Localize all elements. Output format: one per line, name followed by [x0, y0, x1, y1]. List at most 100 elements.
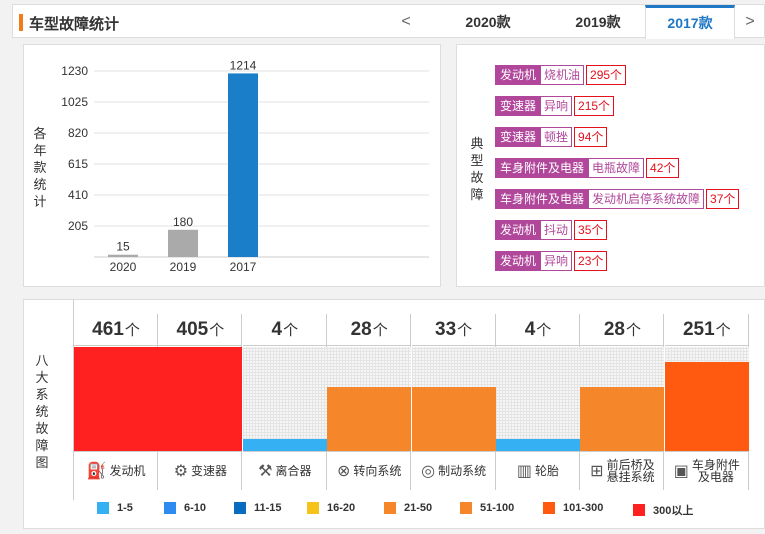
fault-system-tag: 车身附件及电器: [495, 158, 590, 178]
fault-system-tag: 变速器: [495, 96, 542, 116]
system-label-box: ▥ 轮胎: [496, 451, 580, 490]
fault-system-tag: 发动机: [495, 220, 542, 240]
system-bar-area: [158, 347, 243, 451]
system-count-unit: 个: [372, 322, 388, 339]
fault-item[interactable]: 发动机 烧机油 295个: [495, 65, 627, 85]
legend-item: 300以上: [633, 502, 693, 518]
fault-item[interactable]: 车身附件及电器 电瓶故障 42个: [495, 158, 680, 178]
system-label-box: ⊞ 前后桥及 悬挂系统: [580, 451, 665, 490]
x-tick-label: 2019: [170, 260, 197, 274]
system-count-box: 28个: [580, 314, 665, 346]
legend-label: 6-10: [184, 502, 207, 514]
system-count: 251: [682, 319, 715, 340]
legend-item: 101-300: [543, 502, 603, 514]
system-count: 28: [350, 319, 372, 340]
legend-item: 21-50: [384, 502, 432, 514]
system-column-5[interactable]: 4个 ▥ 轮胎: [496, 314, 580, 490]
fault-count: 35个: [574, 220, 608, 240]
system-count-unit: 个: [457, 322, 473, 339]
legend-swatch: [234, 502, 246, 514]
legend-label: 51-100: [480, 502, 515, 514]
system-name: 轮胎: [535, 464, 560, 478]
typical-faults-panel: 典型故障 发动机 烧机油 295个 变速器 异响 215个 变速器 顿挫 94个 车身附件及电器电…: [456, 44, 765, 287]
system-name: 发动机: [109, 464, 146, 478]
system-column-4[interactable]: 33个 ◎ 制动系统: [411, 314, 496, 490]
systems-grid: 461个 ⛽ 发动机 405个 ⚙ 变速器 4个 ⚒ 离合器 28个 ⊗ 转向系统 33个 ◎ 制动系统 4个…: [73, 300, 749, 500]
fault-item[interactable]: 发动机 异响 23个: [495, 251, 608, 271]
legend-label: 21-50: [404, 502, 433, 514]
system-count-unit: 个: [124, 322, 140, 339]
y-tick-label: 1025: [61, 95, 88, 109]
system-column-3[interactable]: 28个 ⊗ 转向系统: [327, 314, 412, 490]
system-column-0[interactable]: 461个 ⛽ 发动机: [74, 314, 158, 490]
system-bar: [327, 386, 412, 451]
brake-disc-icon: ◎: [421, 463, 436, 480]
fault-item[interactable]: 变速器 顿挫 94个: [495, 127, 608, 147]
system-count-box: 4个: [496, 314, 580, 346]
system-count-unit: 个: [283, 322, 299, 339]
system-name: 车身附件 及电器: [691, 458, 740, 484]
fault-count: 295个: [586, 65, 627, 85]
system-count-box: 28个: [327, 314, 412, 346]
system-count-box: 405个: [158, 314, 243, 346]
engine-icon: ⛽: [86, 463, 107, 480]
fault-item[interactable]: 车身附件及电器 发动机启停系统故障 37个: [495, 189, 740, 209]
system-column-2[interactable]: 4个 ⚒ 离合器: [242, 314, 327, 490]
system-bar-area: [496, 347, 580, 451]
tab-next-button[interactable]: >: [745, 13, 755, 30]
legend-label: 101-300: [563, 502, 604, 514]
system-column-1[interactable]: 405个 ⚙ 变速器: [158, 314, 243, 490]
system-count: 4: [524, 319, 536, 340]
steering-wheel-icon: ⊗: [336, 463, 351, 480]
year-chart-panel: 各年款统计 205 410 615 820 1025 1230 15 2020 180 2019 1…: [23, 44, 441, 287]
fault-count: 37个: [706, 189, 740, 209]
tab-2017[interactable]: 2017款: [645, 5, 735, 39]
system-count: 461: [92, 319, 124, 340]
bar-value-label: 180: [173, 215, 193, 229]
legend-swatch: [543, 502, 555, 514]
tab-prev-button[interactable]: <: [401, 13, 411, 30]
system-bar: [580, 386, 665, 451]
system-bar-area: [327, 347, 412, 451]
system-bar-area: [664, 347, 749, 451]
system-bar: [496, 438, 580, 451]
fault-name: 异响: [541, 251, 573, 271]
chart-ylabel: 各年款统计: [33, 126, 47, 209]
header-bar: 车型故障统计 < 2020款 2019款 2017款 >: [12, 4, 765, 39]
system-label-box: ⚙ 变速器: [158, 451, 243, 490]
system-bar-area: [242, 347, 327, 451]
legend-swatch: [633, 504, 645, 516]
fault-item[interactable]: 发动机 抖动 35个: [495, 220, 608, 240]
system-count-unit: 个: [715, 322, 731, 339]
tab-2020[interactable]: 2020款: [465, 14, 511, 30]
bar-value-label: 15: [116, 240, 130, 254]
system-column-7[interactable]: 251个 ▣ 车身附件 及电器: [664, 314, 749, 490]
system-name: 离合器: [275, 464, 312, 478]
system-count: 405: [176, 319, 209, 340]
bar-2017[interactable]: [228, 73, 258, 257]
systems-panel: 八大系统故障图 461个 ⛽ 发动机 405个 ⚙ 变速器 4个 ⚒ 离合器 28个 ⊗ 转向系统 33…: [23, 299, 765, 529]
battery-icon: ▣: [673, 463, 689, 480]
fault-system-tag: 车身附件及电器: [495, 189, 590, 209]
legend-item: 16-20: [307, 502, 355, 514]
suspension-icon: ⊞: [590, 463, 604, 480]
system-name: 前后桥及 悬挂系统: [606, 458, 655, 484]
system-column-6[interactable]: 28个 ⊞ 前后桥及 悬挂系统: [580, 314, 665, 490]
system-name: 转向系统: [353, 464, 402, 478]
page-title: 车型故障统计: [29, 16, 120, 33]
x-tick-label: 2020: [110, 260, 137, 274]
fault-count: 23个: [574, 251, 608, 271]
systems-title: 八大系统故障图: [35, 353, 49, 470]
system-name: 变速器: [191, 464, 228, 478]
bar-2020[interactable]: [108, 254, 138, 257]
year-bar-chart: 205 410 615 820 1025 1230 15 2020 180 2019 1214 201…: [61, 58, 429, 274]
system-name: 制动系统: [438, 464, 487, 478]
bar-2019[interactable]: [168, 229, 198, 257]
fault-system-tag: 变速器: [495, 127, 542, 147]
system-bar-area: [74, 347, 158, 451]
fault-count: 42个: [646, 158, 680, 178]
fault-item[interactable]: 变速器 异响 215个: [495, 96, 615, 116]
system-count-unit: 个: [536, 322, 552, 339]
legend-item: 1-5: [97, 502, 133, 514]
tab-2019[interactable]: 2019款: [575, 14, 621, 30]
